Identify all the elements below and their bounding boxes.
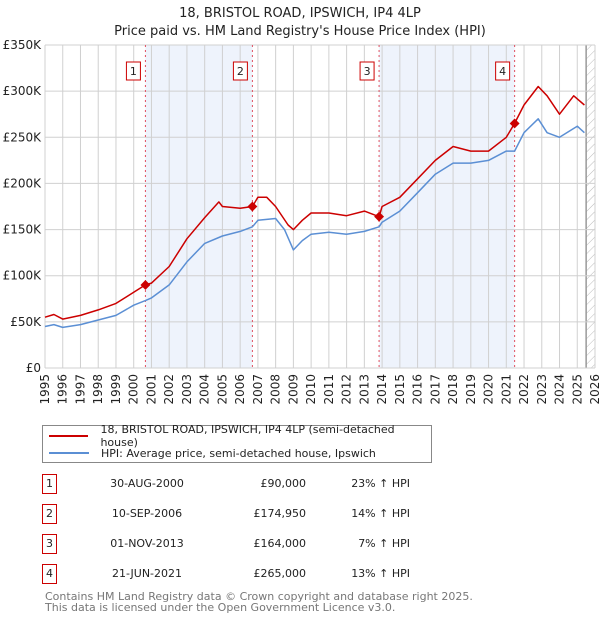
- table-row: 4 21-JUN-2021 £265,000 13% ↑ HPI: [42, 564, 442, 584]
- x-tick-label: 2025: [570, 374, 584, 405]
- legend-item-property: 18, BRISTOL ROAD, IPSWICH, IP4 4LP (semi…: [43, 423, 431, 449]
- sale-label: 3: [364, 65, 371, 78]
- sale-date: 01-NOV-2013: [110, 537, 184, 550]
- sale-number-badge: 4: [42, 564, 57, 584]
- x-tick-label: 2005: [215, 374, 229, 405]
- y-tick-label: £100K: [3, 269, 43, 283]
- footer-copyright: Contains HM Land Registry data © Crown c…: [45, 590, 473, 603]
- x-tick-label: 2017: [428, 374, 442, 405]
- chart-subtitle: Price paid vs. HM Land Registry's House …: [114, 24, 486, 39]
- x-tick-label: 2013: [357, 374, 371, 405]
- sale-hpi-diff: 7% ↑ HPI: [358, 537, 410, 550]
- sale-label-box: [232, 61, 248, 81]
- sale-hpi-diff: 23% ↑ HPI: [351, 477, 410, 490]
- shaded-period: [145, 45, 253, 368]
- legend: 18, BRISTOL ROAD, IPSWICH, IP4 4LP (semi…: [42, 423, 432, 463]
- x-tick-label: 2024: [553, 374, 567, 405]
- table-row: 3 01-NOV-2013 £164,000 7% ↑ HPI: [42, 534, 442, 554]
- x-tick-label: 1998: [91, 374, 105, 405]
- hpi-line: [44, 118, 585, 329]
- y-tick-label: £150K: [3, 223, 43, 237]
- sale-number-badge: 3: [42, 534, 57, 554]
- sale-point: [140, 279, 151, 290]
- x-tick-label: 2008: [269, 374, 283, 405]
- forecast-hatch: [586, 45, 595, 368]
- legend-label: 18, BRISTOL ROAD, IPSWICH, IP4 4LP (semi…: [100, 423, 395, 449]
- table-row: 1 30-AUG-2000 £90,000 23% ↑ HPI: [42, 474, 442, 494]
- sale-label: 2: [237, 65, 244, 78]
- table-row: 2 10-SEP-2006 £174,950 14% ↑ HPI: [42, 504, 442, 524]
- y-tick-label: £350K: [3, 38, 43, 52]
- x-tick-label: 2010: [304, 374, 318, 405]
- chart-title: 18, BRISTOL ROAD, IPSWICH, IP4 4LP: [179, 6, 421, 21]
- x-tick-label: 2026: [588, 374, 600, 405]
- x-tick-label: 2001: [144, 374, 158, 405]
- y-tick-label: £250K: [3, 130, 43, 144]
- y-tick-label: £0: [26, 361, 41, 375]
- x-tick-label: 2009: [286, 374, 300, 405]
- sale-price: £90,000: [260, 477, 307, 490]
- sale-label: 1: [130, 65, 137, 78]
- x-tick-label: 2021: [499, 374, 513, 405]
- x-tick-label: 2022: [517, 374, 531, 405]
- x-tick-label: 2007: [251, 374, 265, 405]
- x-tick-label: 2019: [464, 374, 478, 405]
- x-tick-label: 1995: [38, 374, 52, 405]
- x-tick-label: 1996: [56, 374, 70, 405]
- x-tick-label: 2015: [393, 374, 407, 405]
- sale-date: 21-JUN-2021: [111, 567, 183, 580]
- sale-label-box: [125, 61, 141, 81]
- x-tick-label: 2006: [233, 374, 247, 405]
- y-tick-label: £200K: [3, 176, 43, 190]
- x-tick-label: 1997: [73, 374, 87, 405]
- sale-price: £265,000: [253, 567, 307, 580]
- y-tick-label: £50K: [10, 315, 42, 329]
- sale-price: £164,000: [253, 537, 307, 550]
- x-tick-label: 2004: [198, 374, 212, 405]
- x-tick-label: 2011: [322, 374, 336, 405]
- sale-hpi-diff: 14% ↑ HPI: [351, 507, 410, 520]
- x-tick-label: 2020: [482, 374, 496, 405]
- sale-hpi-diff: 13% ↑ HPI: [351, 567, 410, 580]
- sale-price: £174,950: [253, 507, 307, 520]
- shaded-period: [379, 45, 515, 368]
- x-tick-label: 2000: [127, 374, 141, 405]
- legend-swatch-blue: [49, 452, 89, 454]
- sale-date: 10-SEP-2006: [111, 507, 183, 520]
- sale-label-box: [359, 61, 375, 81]
- legend-swatch-red: [49, 435, 89, 437]
- footer-licence: This data is licensed under the Open Gov…: [45, 601, 396, 614]
- y-tick-label: £300K: [3, 84, 43, 98]
- x-tick-label: 2014: [375, 374, 389, 405]
- sale-label: 4: [499, 65, 506, 78]
- sale-point: [374, 211, 385, 222]
- x-tick-label: 2023: [535, 374, 549, 405]
- sale-date: 30-AUG-2000: [110, 477, 184, 490]
- legend-item-hpi: HPI: Average price, semi-detached house,…: [43, 445, 376, 461]
- x-tick-label: 1999: [109, 374, 123, 405]
- x-tick-label: 2003: [180, 374, 194, 405]
- legend-label: HPI: Average price, semi-detached house,…: [101, 446, 376, 460]
- x-tick-label: 2002: [162, 374, 176, 405]
- x-tick-label: 2018: [446, 374, 460, 405]
- sale-label-box: [495, 61, 511, 81]
- sale-point: [509, 118, 520, 129]
- sale-number-badge: 1: [42, 474, 57, 494]
- sale-point: [247, 201, 258, 212]
- sale-number-badge: 2: [42, 504, 57, 524]
- x-tick-label: 2012: [340, 374, 354, 405]
- x-tick-label: 2016: [411, 374, 425, 405]
